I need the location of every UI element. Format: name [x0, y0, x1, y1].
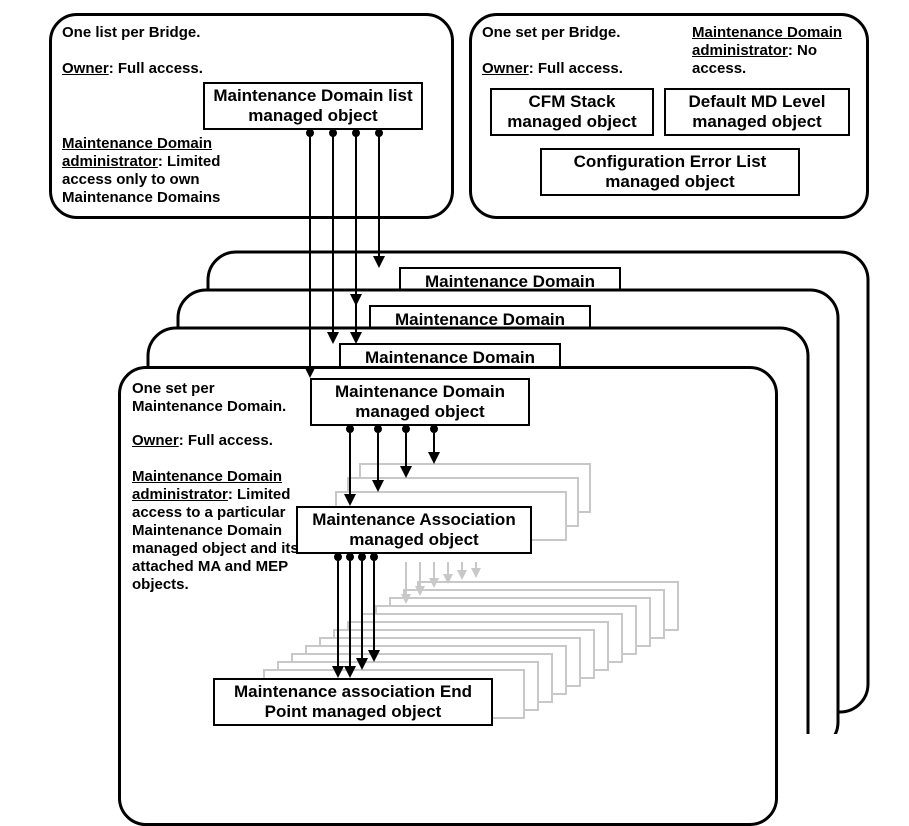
default-md-box: Default MD Level managed object [664, 88, 850, 136]
tl-admin: Maintenance Domain administrator: Limite… [62, 135, 232, 207]
fs-owner: Owner: Full access. [132, 432, 273, 450]
fs-admin: Maintenance Domain administrator: Limite… [132, 468, 312, 594]
fs-note: One set per Maintenance Domain. [132, 380, 292, 416]
ma-box: Maintenance Association managed object [296, 506, 532, 554]
tl-note: One list per Bridge. [62, 24, 200, 42]
md-list-box: Maintenance Domain list managed object [203, 82, 423, 130]
ghost-md-label-1: Maintenance Domain [410, 272, 610, 300]
mep-box: Maintenance association End Point manage… [213, 678, 493, 726]
cfg-err-box: Configuration Error List managed object [540, 148, 800, 196]
tr-admin: Maintenance Domain administrator: No acc… [692, 24, 857, 78]
tr-note: One set per Bridge. [482, 24, 620, 42]
ghost-md-label-2: Maintenance Domain [380, 310, 580, 338]
md-box: Maintenance Domain managed object [310, 378, 530, 426]
tr-owner: Owner: Full access. [482, 60, 623, 78]
cfm-stack-box: CFM Stack managed object [490, 88, 654, 136]
tl-owner: Owner: Full access. [62, 60, 203, 78]
